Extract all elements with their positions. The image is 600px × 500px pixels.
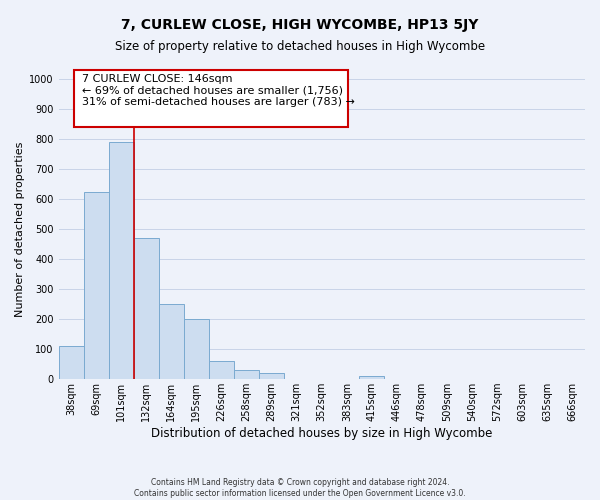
Text: Contains HM Land Registry data © Crown copyright and database right 2024.
Contai: Contains HM Land Registry data © Crown c… bbox=[134, 478, 466, 498]
Y-axis label: Number of detached properties: Number of detached properties bbox=[15, 142, 25, 317]
Bar bbox=[359, 376, 385, 379]
Bar bbox=[159, 304, 184, 379]
Bar bbox=[234, 370, 259, 379]
FancyBboxPatch shape bbox=[74, 70, 348, 127]
Text: Size of property relative to detached houses in High Wycombe: Size of property relative to detached ho… bbox=[115, 40, 485, 53]
Bar bbox=[83, 192, 109, 379]
Text: 7 CURLEW CLOSE: 146sqm
← 69% of detached houses are smaller (1,756)
31% of semi-: 7 CURLEW CLOSE: 146sqm ← 69% of detached… bbox=[82, 74, 355, 107]
Bar bbox=[109, 142, 134, 379]
Text: 7, CURLEW CLOSE, HIGH WYCOMBE, HP13 5JY: 7, CURLEW CLOSE, HIGH WYCOMBE, HP13 5JY bbox=[121, 18, 479, 32]
Bar bbox=[259, 373, 284, 379]
X-axis label: Distribution of detached houses by size in High Wycombe: Distribution of detached houses by size … bbox=[151, 427, 493, 440]
Bar bbox=[184, 319, 209, 379]
Bar bbox=[134, 238, 159, 379]
Bar bbox=[59, 346, 83, 379]
Bar bbox=[209, 361, 234, 379]
